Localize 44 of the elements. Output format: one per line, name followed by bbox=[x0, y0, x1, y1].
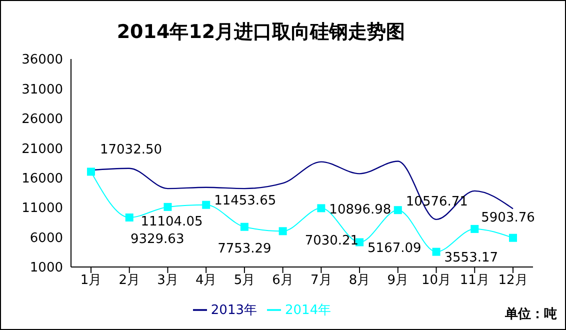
data-label: 5167.09 bbox=[368, 240, 422, 256]
data-label: 7753.29 bbox=[218, 241, 272, 256]
x-tick-label: 11月 bbox=[460, 273, 490, 288]
point bbox=[125, 214, 134, 222]
x-tick-label: 8月 bbox=[348, 273, 370, 288]
x-tick-label: 5月 bbox=[234, 273, 256, 288]
y-tick-label: 31000 bbox=[22, 82, 63, 98]
y-tick-label: 1000 bbox=[30, 260, 63, 276]
x-tick-label: 12月 bbox=[498, 273, 528, 288]
x-tick-label: 2月 bbox=[118, 273, 140, 288]
data-label: 11453.65 bbox=[214, 193, 276, 208]
data-label: 9329.63 bbox=[130, 232, 184, 248]
x-tick-label: 4月 bbox=[195, 273, 217, 288]
legend-label: 2013年 bbox=[210, 303, 257, 318]
y-tick-label: 6000 bbox=[30, 230, 63, 246]
x-tick-label: 6月 bbox=[272, 273, 294, 288]
x-tick-label: 7月 bbox=[310, 273, 332, 288]
x-tick-label: 1月 bbox=[80, 273, 102, 288]
x-tick-label: 9月 bbox=[387, 273, 409, 288]
y-tick-label: 26000 bbox=[22, 112, 63, 128]
data-label: 5903.76 bbox=[481, 210, 535, 226]
data-label: 10896.98 bbox=[329, 202, 392, 218]
point bbox=[317, 204, 326, 212]
point bbox=[202, 200, 210, 209]
legend-label: 2014年 bbox=[285, 303, 332, 318]
point bbox=[278, 227, 287, 236]
y-tick-label: 11000 bbox=[22, 201, 63, 216]
point bbox=[87, 168, 95, 176]
chart-title: 2014年12月进口取向硅钢走势图 bbox=[116, 20, 406, 45]
x-tick-label: 3月 bbox=[157, 273, 178, 288]
data-label: 3553.17 bbox=[444, 250, 498, 266]
point bbox=[509, 234, 517, 242]
point bbox=[164, 202, 172, 211]
point bbox=[240, 222, 248, 231]
y-tick-label: 21000 bbox=[22, 142, 63, 157]
y-tick-label: 36000 bbox=[22, 52, 63, 68]
point bbox=[470, 224, 479, 233]
x-tick-label: 10月 bbox=[422, 273, 452, 288]
text: 单位：吨 bbox=[505, 306, 557, 323]
point bbox=[432, 248, 440, 256]
y-tick-label: 16000 bbox=[22, 171, 63, 186]
data-label: 11104.05 bbox=[140, 214, 203, 230]
data-label: 17032.50 bbox=[100, 142, 162, 158]
point bbox=[394, 206, 402, 214]
